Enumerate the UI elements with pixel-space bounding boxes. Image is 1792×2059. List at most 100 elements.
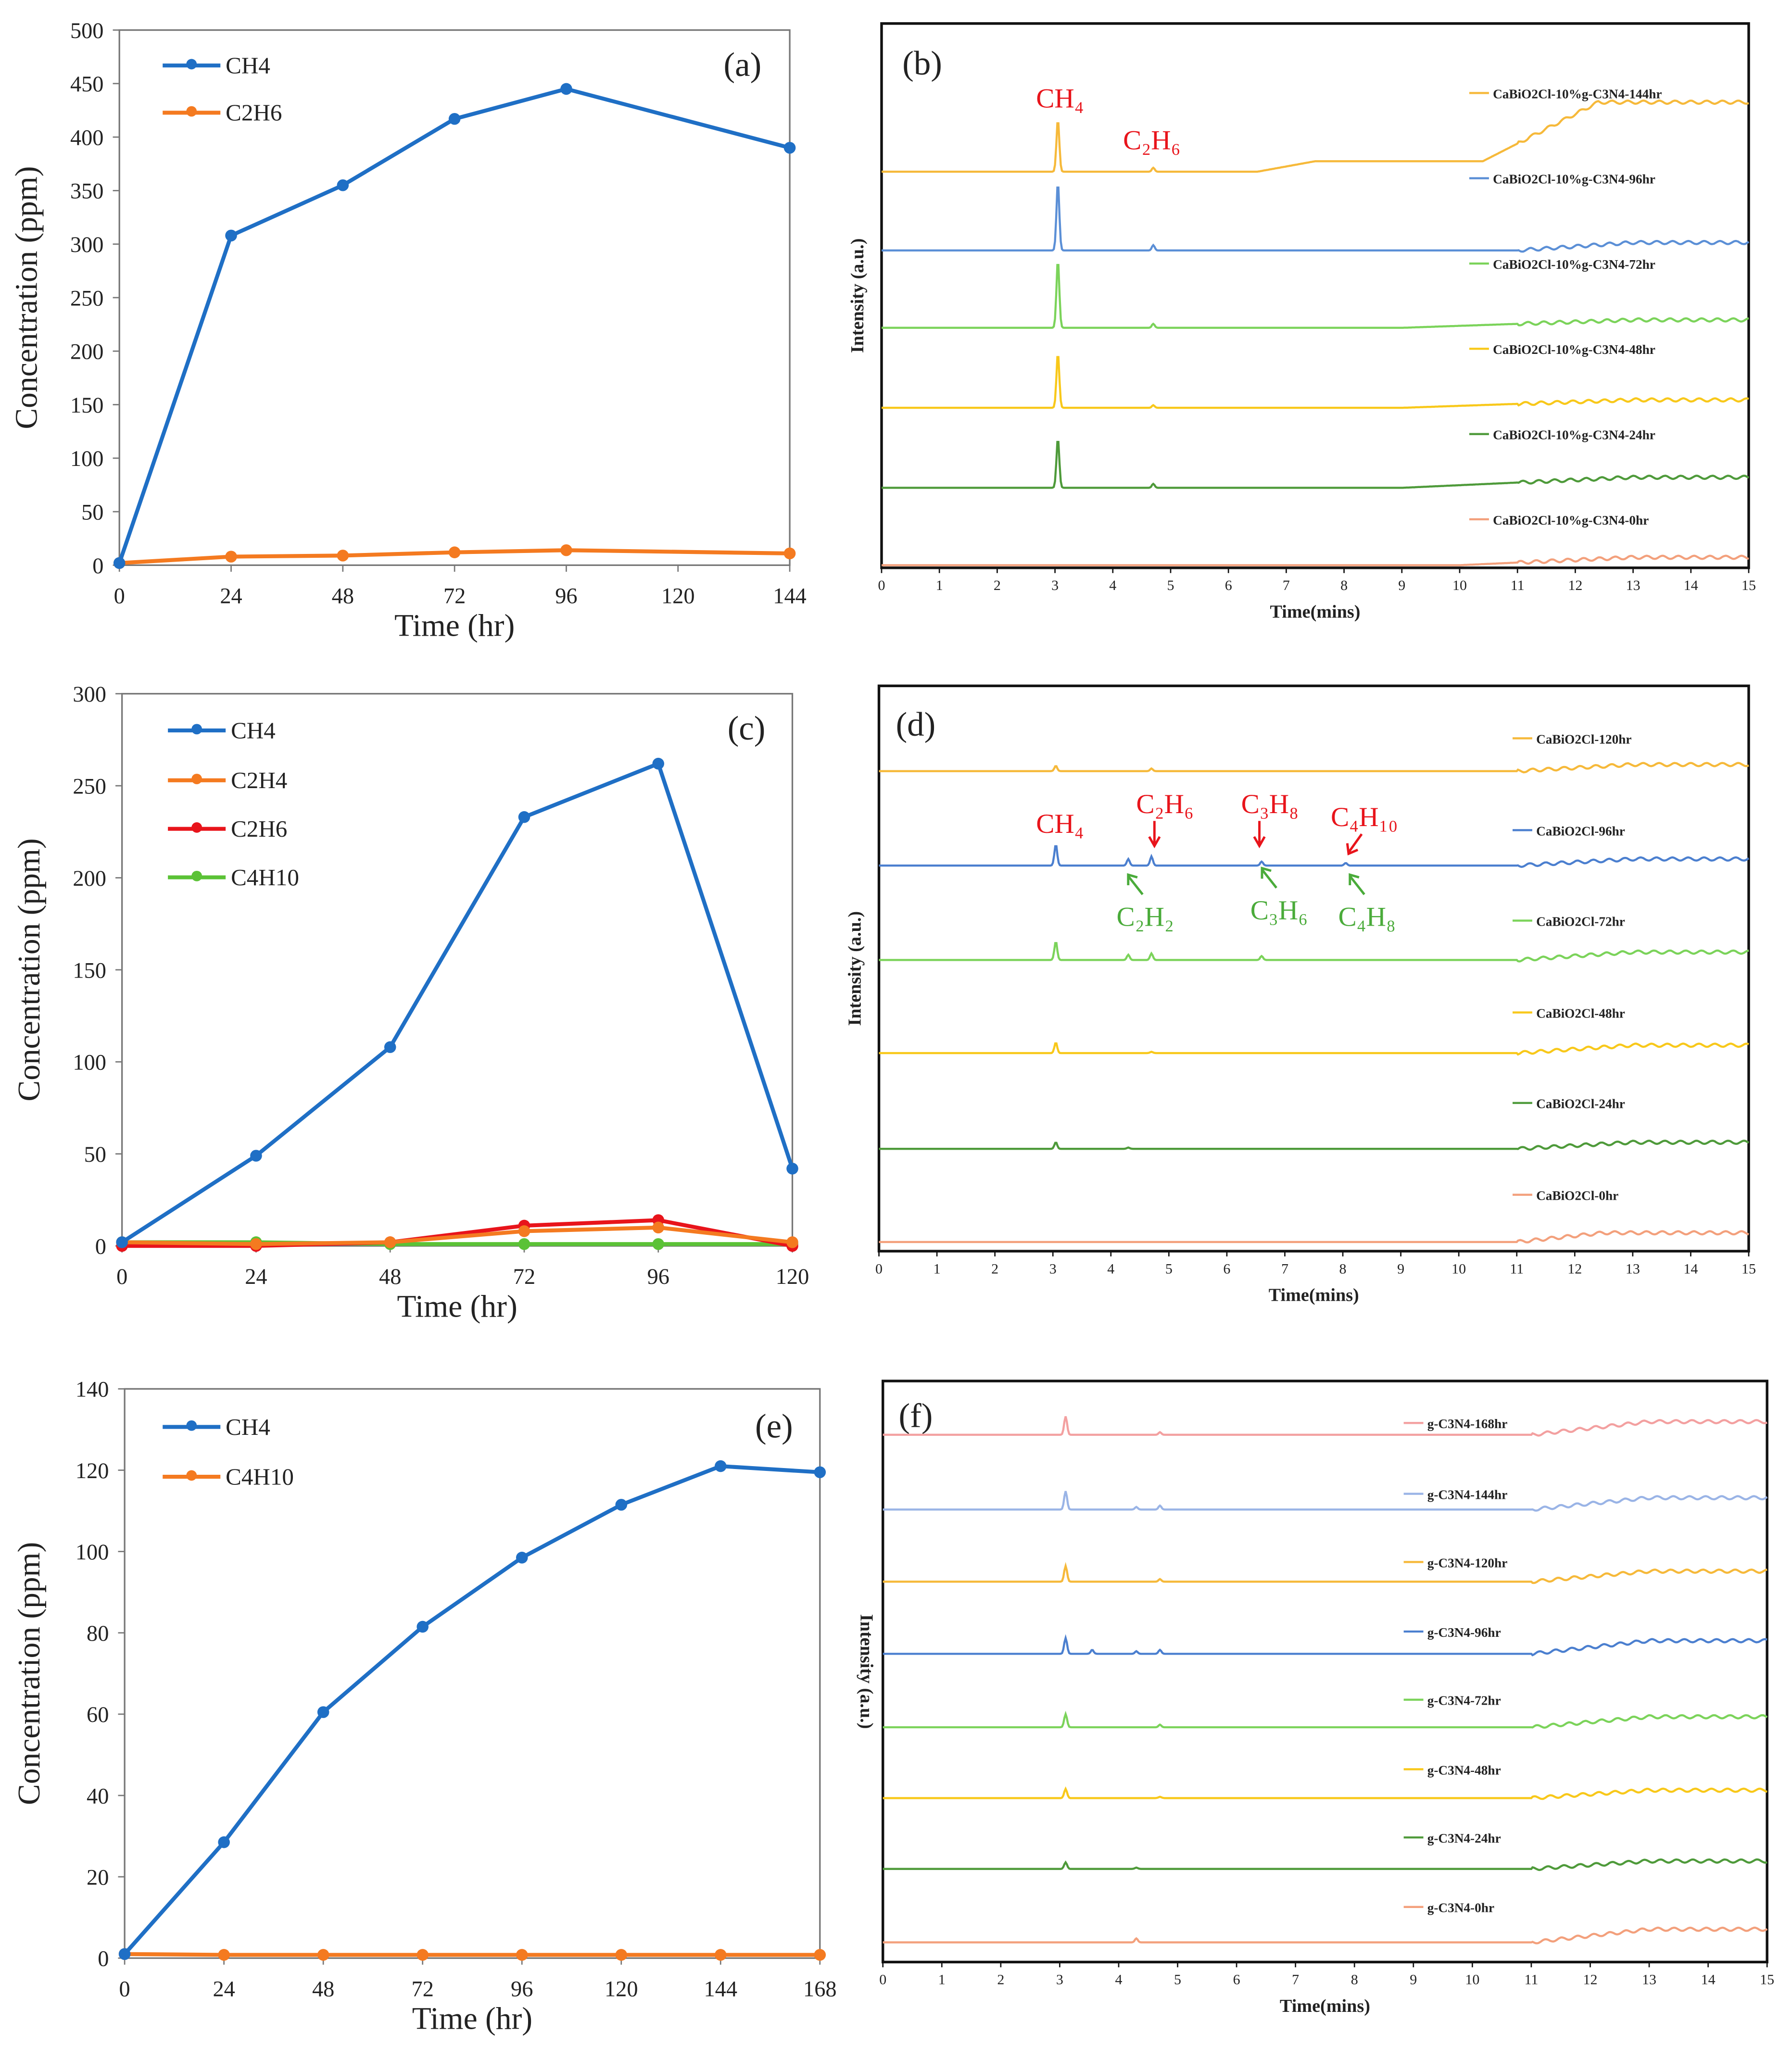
x-tick-label: 0	[878, 578, 885, 593]
x-tick-label: 1	[936, 578, 943, 593]
legend-label: g-C3N4-48hr	[1427, 1763, 1501, 1777]
y-tick-label: 0	[98, 1947, 109, 1971]
data-point-c2h6	[783, 547, 796, 560]
data-point-ch4	[225, 229, 237, 242]
legend-label: CaBiO2Cl-10%g-C3N4-24hr	[1493, 428, 1655, 442]
data-point-c4h10	[516, 1949, 528, 1961]
x-tick-label: 5	[1165, 1261, 1173, 1277]
legend-label: g-C3N4-24hr	[1427, 1831, 1501, 1846]
x-tick-label: 8	[1351, 1972, 1358, 1988]
trace-cabio2cl-24hr	[879, 1140, 1750, 1151]
x-tick-label: 7	[1281, 1261, 1288, 1277]
data-point-c4h10	[714, 1949, 727, 1961]
x-tick-label: 144	[773, 584, 807, 609]
arrow-icon	[1349, 873, 1365, 895]
series-line-c2h4	[122, 1225, 793, 1246]
trace-cabio2cl-10%g-c3n4-48hr	[881, 356, 1749, 409]
arrow-icon	[1148, 821, 1161, 849]
series-line-ch4	[123, 1464, 820, 1956]
legend-label: C2H6	[231, 816, 287, 842]
legend-marker	[186, 106, 197, 117]
series-line-c4h10	[125, 1952, 820, 1957]
x-tick-label: 9	[1398, 578, 1405, 593]
x-tick-label: 24	[220, 584, 242, 609]
y-tick-label: 250	[73, 774, 106, 799]
trace-cabio2cl-72hr	[879, 942, 1749, 963]
x-tick-label: 144	[704, 1977, 737, 2001]
y-tick-label: 0	[92, 554, 103, 578]
x-axis-title: Time (hr)	[397, 1289, 517, 1324]
x-tick-label: 11	[1524, 1972, 1538, 1988]
x-tick-label: 13	[1626, 578, 1641, 593]
x-axis-title: Time (hr)	[394, 609, 515, 643]
legend-label: g-C3N4-72hr	[1427, 1694, 1501, 1708]
data-point-c4h10	[218, 1949, 230, 1961]
plot-frame	[124, 1388, 821, 1959]
x-tick-label: 0	[116, 1265, 127, 1289]
panel-label: (b)	[902, 45, 942, 82]
panel-d: 0 1 2 3 4 5 6 7 8 9 10 11 12 13 14 15Time(mins)Intensit…	[845, 684, 1756, 1306]
arrow-icon	[1127, 873, 1144, 895]
x-tick-label: 72	[443, 584, 466, 609]
peak-annotation: C₂H₆	[1136, 789, 1193, 819]
series-line-ch4	[117, 87, 791, 564]
x-tick-label: 0	[875, 1261, 883, 1277]
trace-cabio2cl-10%g-c3n4-0hr	[881, 554, 1749, 566]
peak-annotation: C₃H₈	[1241, 789, 1299, 819]
x-tick-label: 0	[879, 1972, 886, 1988]
peak-annotation: C₃H₆	[1250, 895, 1308, 926]
trace-cabio2cl-10%g-c3n4-96hr	[881, 186, 1750, 253]
panel-f: 0 1 2 3 4 5 6 7 8 9 10 11 12 13 14 15Time(mins)Intensit…	[856, 1380, 1774, 2016]
data-point-c2h4	[652, 1221, 665, 1234]
data-point-ch4	[814, 1466, 826, 1479]
y-tick-label: 250	[70, 286, 104, 311]
trace-cabio2cl-96hr	[879, 845, 1750, 868]
y-tick-label: 0	[95, 1234, 106, 1259]
trace-g-c3n4-120hr	[883, 1562, 1767, 1584]
x-tick-label: 7	[1283, 578, 1290, 593]
x-tick-label: 12	[1568, 578, 1582, 593]
y-axis-title: Intensity (a.u.)	[847, 239, 868, 353]
data-point-ch4	[337, 179, 349, 191]
y-tick-label: 40	[87, 1784, 109, 1808]
legend-marker	[191, 774, 202, 784]
data-point-ch4	[118, 1948, 131, 1960]
trace-g-c3n4-96hr	[883, 1634, 1767, 1657]
x-tick-label: 9	[1397, 1261, 1404, 1277]
x-tick-label: 15	[1742, 578, 1756, 593]
legend-label: CaBiO2Cl-120hr	[1536, 732, 1631, 746]
legend-label: C4H10	[231, 864, 299, 891]
y-tick-label: 100	[73, 1051, 106, 1075]
y-tick-label: 200	[70, 340, 104, 364]
legend-label: CaBiO2Cl-96hr	[1536, 824, 1625, 838]
data-point-c2h4	[518, 1225, 530, 1237]
x-tick-label: 13	[1626, 1261, 1640, 1277]
plot-frame	[881, 1380, 1768, 1964]
legend-label: g-C3N4-120hr	[1427, 1556, 1508, 1570]
plot-frame	[880, 22, 1750, 569]
x-tick-label: 24	[245, 1265, 267, 1289]
x-tick-label: 120	[605, 1977, 638, 2001]
peak-annotation: CH₄	[1036, 83, 1084, 113]
x-tick-label: 2	[997, 1972, 1004, 1988]
y-tick-label: 60	[87, 1703, 109, 1727]
y-tick-label: 50	[84, 1142, 106, 1167]
panel-a: 0 50 100 150 200 250 300 350 400 450 500 0 24 48 72 96 1…	[9, 19, 806, 643]
x-axis-title: Time (hr)	[412, 2001, 532, 2036]
y-tick-label: 500	[70, 19, 104, 43]
legend-label: g-C3N4-96hr	[1427, 1625, 1501, 1640]
x-axis-title: Time(mins)	[1270, 602, 1360, 622]
y-tick-label: 350	[70, 179, 104, 204]
y-tick-label: 150	[70, 393, 104, 418]
x-tick-label: 7	[1292, 1972, 1299, 1988]
x-tick-label: 4	[1115, 1972, 1122, 1988]
peak-annotation: C₂H₂	[1117, 902, 1174, 932]
y-tick-label: 450	[70, 72, 104, 97]
data-point-c4h10	[652, 1238, 665, 1250]
x-tick-label: 6	[1225, 578, 1232, 593]
x-tick-label: 12	[1567, 1261, 1582, 1277]
data-point-ch4	[714, 1460, 727, 1472]
data-point-c2h6	[337, 550, 349, 562]
x-tick-label: 3	[1051, 578, 1059, 593]
plot-frame	[121, 693, 794, 1247]
